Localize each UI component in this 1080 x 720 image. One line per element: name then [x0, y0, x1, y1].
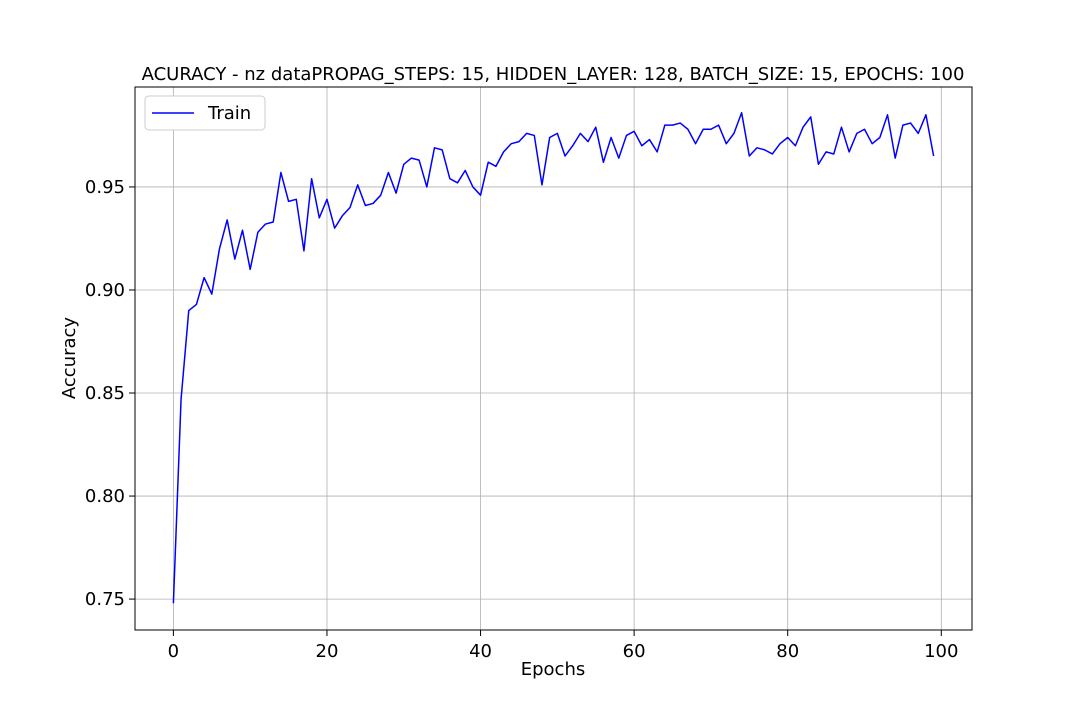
y-tick-label: 0.85 — [85, 383, 125, 404]
x-tick-label: 60 — [623, 641, 646, 662]
x-tick-label: 80 — [776, 641, 799, 662]
y-tick-label: 0.90 — [85, 280, 125, 301]
axis-ticks: 0 20 40 60 80 100 0.75 0.80 0.85 0.90 0.95 — [85, 177, 959, 662]
x-tick-label: 40 — [469, 641, 492, 662]
grid-lines — [135, 87, 972, 630]
x-tick-label: 20 — [316, 641, 339, 662]
x-tick-label: 100 — [924, 641, 958, 662]
chart-title: ACURACY - nz dataPROPAG_STEPS: 15, HIDDE… — [142, 64, 965, 85]
series-line-train — [172, 112, 935, 604]
y-axis-title: Accuracy — [59, 317, 80, 400]
y-tick-label: 0.80 — [85, 486, 125, 507]
legend-label-train: Train — [207, 103, 251, 124]
series-layer — [172, 112, 935, 604]
y-tick-label: 0.95 — [85, 177, 125, 198]
x-axis-title: Epochs — [521, 659, 586, 680]
legend: Train — [144, 95, 266, 131]
plot-area-frame — [134, 86, 973, 631]
x-tick-label: 0 — [168, 641, 179, 662]
legend-box — [144, 95, 266, 131]
y-tick-label: 0.75 — [85, 589, 125, 610]
